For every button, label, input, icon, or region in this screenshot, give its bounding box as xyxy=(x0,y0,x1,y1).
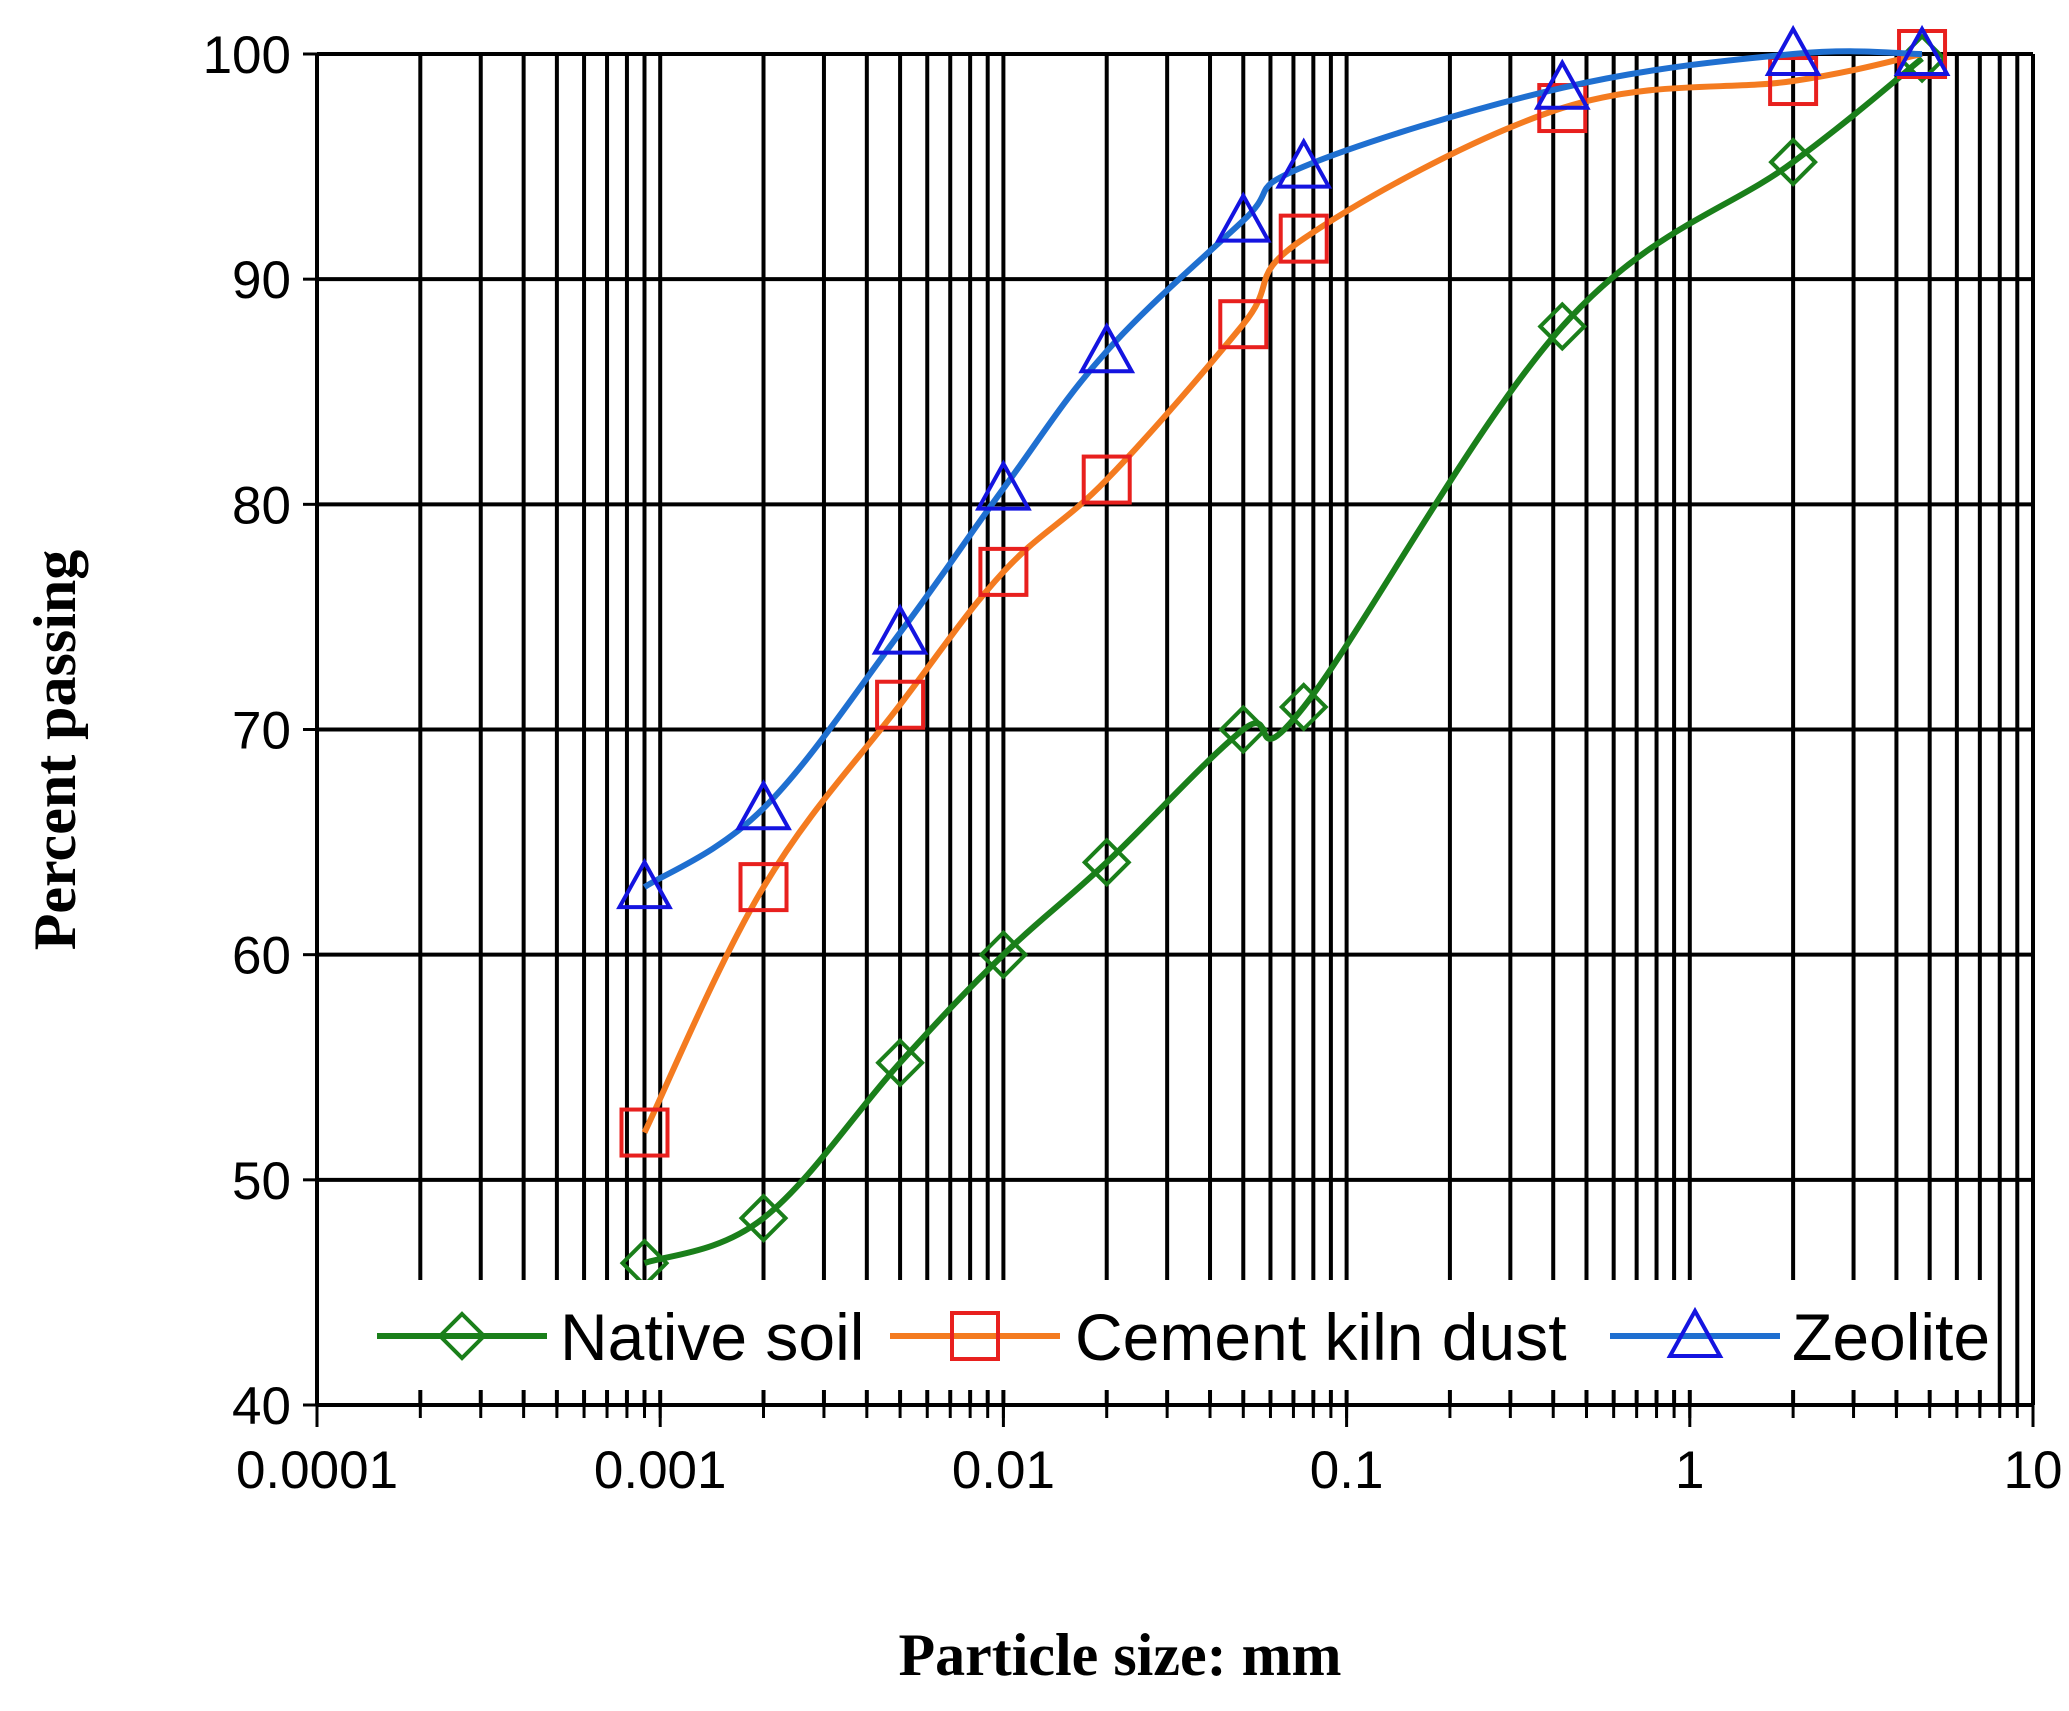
data-point-triangle xyxy=(1214,191,1272,243)
data-point-square xyxy=(875,679,926,730)
y-tick-label: 40 xyxy=(232,1377,291,1436)
y-tick-label: 100 xyxy=(203,26,291,85)
series-line xyxy=(641,51,1923,1134)
data-point-triangle xyxy=(871,603,929,655)
y-tick-label: 70 xyxy=(232,702,291,761)
series-cement-kiln-dust xyxy=(619,29,1948,1158)
legend: Native soil Cement kiln dust Zeolite xyxy=(372,1280,1997,1390)
data-point-triangle xyxy=(735,779,792,831)
data-point-diamond xyxy=(1278,682,1329,732)
legend-marker-diamond xyxy=(437,1311,487,1361)
axes xyxy=(303,52,2035,1427)
x-tick-label: 0.01 xyxy=(952,1441,1055,1500)
data-point-diamond xyxy=(1768,137,1818,187)
y-axis-title: Percent passing xyxy=(22,550,88,951)
y-tick-label: 50 xyxy=(232,1152,291,1211)
x-tick-label: 1 xyxy=(1675,1441,1704,1500)
data-point-square xyxy=(1278,213,1329,264)
y-tick-label: 60 xyxy=(232,927,291,986)
data-point-square xyxy=(619,1107,670,1158)
data-point-triangle xyxy=(1764,24,1822,76)
legend-marker-square xyxy=(950,1311,1000,1361)
legend-marker-triangle xyxy=(1666,1306,1724,1358)
legend-item: Native soil xyxy=(377,1300,864,1374)
data-point-square xyxy=(1768,56,1819,107)
legend-items: Native soil Cement kiln dust Zeolite xyxy=(377,1300,1990,1374)
data-point-diamond xyxy=(1218,704,1269,755)
x-tick-label: 0.1 xyxy=(1310,1441,1384,1500)
series-zeolite xyxy=(616,24,1951,910)
tick-labels: 40 50 60 70 80 90 100 0.0001 0.001 0.01 0.1 1 10 xyxy=(203,26,2063,1500)
data-point-triangle xyxy=(975,459,1032,511)
y-tick-label: 80 xyxy=(232,476,291,535)
legend-label: Cement kiln dust xyxy=(1075,1300,1567,1374)
x-tick-label: 10 xyxy=(2004,1441,2063,1500)
data-point-diamond xyxy=(1081,837,1132,888)
data-point-triangle xyxy=(1078,322,1136,374)
series-line xyxy=(642,48,1923,890)
series-layer xyxy=(616,24,1951,1288)
grid xyxy=(317,52,2035,1407)
legend-label: Native soil xyxy=(560,1300,864,1374)
x-tick-label: 0.0001 xyxy=(236,1441,398,1500)
legend-item: Cement kiln dust xyxy=(890,1300,1567,1374)
data-point-square xyxy=(978,546,1029,597)
data-point-triangle xyxy=(1275,137,1333,189)
data-point-diamond xyxy=(875,1037,925,1088)
data-point-triangle xyxy=(1533,58,1591,110)
data-point-triangle xyxy=(616,857,673,910)
data-point-diamond xyxy=(1537,301,1588,352)
data-point-diamond xyxy=(978,929,1029,980)
data-point-diamond xyxy=(738,1193,789,1243)
data-point-square xyxy=(1218,299,1269,350)
series-line xyxy=(643,56,1924,1266)
legend-label: Zeolite xyxy=(1792,1300,1990,1374)
data-point-triangle xyxy=(1893,24,1951,76)
data-point-square xyxy=(1081,454,1132,505)
x-axis-title: Particle size: mm xyxy=(898,1622,1341,1688)
data-point-square xyxy=(738,862,789,913)
y-tick-label: 90 xyxy=(232,251,291,310)
series-native-soil xyxy=(619,33,1947,1288)
x-tick-label: 0.001 xyxy=(594,1441,727,1500)
legend-item: Zeolite xyxy=(1610,1300,1990,1374)
